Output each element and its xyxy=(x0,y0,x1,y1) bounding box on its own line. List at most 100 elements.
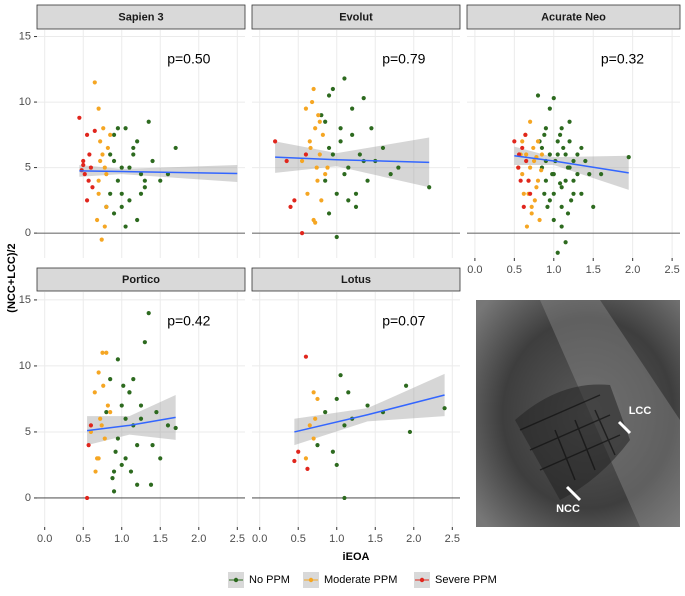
data-point xyxy=(529,204,534,209)
data-point xyxy=(123,224,128,229)
data-point xyxy=(323,410,328,415)
data-point xyxy=(330,152,335,157)
p-value: p=0.42 xyxy=(167,313,210,329)
data-point xyxy=(131,145,136,151)
fit-line xyxy=(86,416,176,432)
data-point xyxy=(315,396,320,402)
legend-label: Moderate PPM xyxy=(324,574,397,586)
data-point xyxy=(148,482,154,487)
data-point xyxy=(557,181,563,186)
y-tick-label: 10 xyxy=(19,96,31,108)
data-point xyxy=(104,350,109,355)
y-tick-label: 5 xyxy=(25,426,31,438)
data-point xyxy=(115,126,120,131)
panel-title: Evolut xyxy=(339,11,373,23)
data-point xyxy=(357,152,362,157)
data-point xyxy=(115,436,120,441)
data-point xyxy=(543,126,548,131)
y-tick-label: 15 xyxy=(19,294,31,306)
x-tick-label: 1.5 xyxy=(368,533,383,545)
x-tick-label: 2.0 xyxy=(191,533,206,545)
legend-key-point xyxy=(308,577,314,583)
data-point xyxy=(521,191,526,196)
data-point xyxy=(303,354,309,359)
data-point xyxy=(334,396,339,402)
p-value: p=0.32 xyxy=(601,51,644,67)
data-point xyxy=(102,436,107,441)
x-tick-label: 1.5 xyxy=(153,533,168,545)
data-point xyxy=(346,165,351,170)
legend-label: No PPM xyxy=(249,574,290,586)
data-point xyxy=(307,423,312,428)
data-point xyxy=(543,178,548,183)
data-point xyxy=(516,165,521,170)
data-point xyxy=(317,152,322,157)
data-point xyxy=(105,145,110,151)
panel-title: Portico xyxy=(122,274,160,286)
data-point xyxy=(299,231,305,236)
data-point xyxy=(146,311,151,316)
x-tick-label: 2.5 xyxy=(664,264,679,276)
data-point xyxy=(108,152,113,157)
data-point xyxy=(131,152,136,157)
data-point xyxy=(77,115,82,120)
data-point xyxy=(98,139,103,144)
x-tick-label: 1.5 xyxy=(586,264,601,276)
x-tick-label: 1.0 xyxy=(329,533,344,545)
x-tick-label: 0.0 xyxy=(467,264,482,276)
data-point xyxy=(138,172,144,177)
data-point xyxy=(84,495,90,501)
y-tick-label: 5 xyxy=(25,161,31,173)
data-point xyxy=(88,165,94,170)
data-point xyxy=(323,119,328,124)
data-point xyxy=(388,172,393,177)
data-point xyxy=(88,423,94,428)
data-point xyxy=(350,132,355,137)
data-point xyxy=(535,178,541,183)
data-point xyxy=(150,158,155,164)
data-point xyxy=(551,172,556,177)
data-point xyxy=(520,139,525,144)
data-point xyxy=(380,145,386,151)
data-point xyxy=(571,158,576,164)
data-point xyxy=(96,106,101,111)
x-tick-label: 0.0 xyxy=(252,533,267,545)
data-point xyxy=(111,158,117,164)
data-point xyxy=(127,165,132,170)
data-point xyxy=(526,178,531,183)
data-point xyxy=(325,165,330,170)
data-point xyxy=(299,158,305,164)
data-point xyxy=(571,191,576,196)
data-point xyxy=(524,158,529,164)
data-point xyxy=(521,204,526,209)
p-value: p=0.07 xyxy=(382,313,425,329)
data-point xyxy=(165,423,171,428)
data-point xyxy=(92,390,97,395)
data-point xyxy=(314,165,319,170)
data-point xyxy=(135,217,140,223)
strip xyxy=(36,267,246,292)
data-point xyxy=(524,152,529,157)
data-point xyxy=(551,217,556,223)
data-point xyxy=(563,178,568,183)
data-point xyxy=(534,185,539,190)
data-point xyxy=(142,340,147,345)
data-point xyxy=(528,191,533,196)
data-point xyxy=(369,126,374,131)
data-point xyxy=(292,198,297,203)
data-point xyxy=(99,423,104,428)
data-point xyxy=(123,416,128,421)
data-point xyxy=(555,139,560,144)
legend-key-point xyxy=(233,577,239,583)
data-point xyxy=(111,132,117,137)
data-point xyxy=(346,390,351,395)
data-point xyxy=(135,482,140,487)
data-point xyxy=(119,462,124,468)
data-point xyxy=(330,449,335,454)
x-tick-label: 2.5 xyxy=(230,533,245,545)
data-point xyxy=(338,139,343,144)
data-point xyxy=(135,139,140,144)
data-point xyxy=(90,185,95,190)
data-point xyxy=(365,178,370,183)
data-point xyxy=(311,436,316,441)
